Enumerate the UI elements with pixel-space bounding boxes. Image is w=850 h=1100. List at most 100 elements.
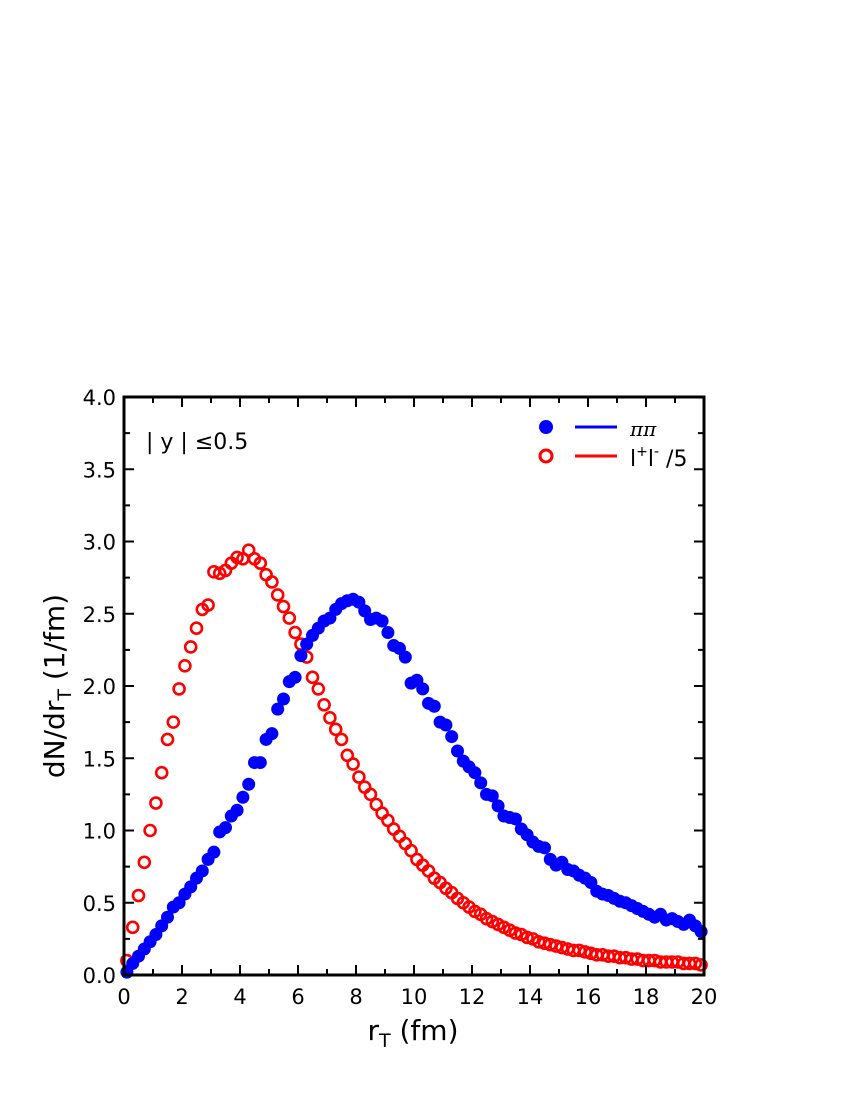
data-point-pipi xyxy=(271,702,285,716)
x-tick-label: 20 xyxy=(691,985,718,1009)
legend-entry-dilepton: l+l- /5 xyxy=(538,444,687,472)
data-point-dilepton xyxy=(201,598,215,612)
x-axis-title-subscript: T xyxy=(378,1030,391,1052)
x-tick-label: 8 xyxy=(349,985,362,1009)
data-point-dilepton xyxy=(282,611,297,625)
data-point-dilepton xyxy=(131,888,146,903)
data-point-pipi xyxy=(161,910,174,924)
y-tick-labels: 0.0 0.5 1.0 1.5 2.0 2.5 3.0 3.5 4.0 xyxy=(83,386,116,988)
data-point-pipi xyxy=(445,730,459,744)
x-tick-label: 16 xyxy=(575,985,602,1009)
data-point-pipi xyxy=(195,864,209,878)
data-point-dilepton xyxy=(143,823,157,838)
y-axis-title: dN/drT (1/fm) xyxy=(38,594,76,778)
data-point-dilepton xyxy=(178,658,192,673)
data-point-pipi xyxy=(253,756,267,770)
x-tick-label: 2 xyxy=(175,985,188,1009)
data-point-dilepton xyxy=(230,550,244,565)
data-point-dilepton xyxy=(328,722,343,737)
data-point-pipi xyxy=(242,777,256,791)
data-point-dilepton xyxy=(352,770,366,784)
y-tick-label: 3.0 xyxy=(83,531,116,555)
y-tick-label: 1.0 xyxy=(83,820,116,844)
data-point-pipi xyxy=(451,744,464,758)
data-point-dilepton xyxy=(189,621,204,636)
data-point-pipi xyxy=(694,925,708,939)
data-point-pipi xyxy=(398,650,412,664)
legend-label-dilepton: l+l- /5 xyxy=(630,444,687,472)
data-point-dilepton xyxy=(160,732,175,747)
data-point-pipi xyxy=(375,614,389,628)
data-point-dilepton xyxy=(334,732,349,747)
data-point-dilepton xyxy=(508,926,523,940)
data-point-dilepton xyxy=(270,588,285,602)
data-point-dilepton xyxy=(137,855,152,870)
data-point-dilepton xyxy=(288,625,302,640)
data-point-pipi xyxy=(288,670,302,684)
data-point-dilepton xyxy=(265,575,279,589)
legend-marker-open-circle xyxy=(538,448,554,464)
x-tick-label: 14 xyxy=(517,985,544,1009)
series-dilepton xyxy=(120,543,708,972)
x-tick-label: 4 xyxy=(233,985,246,1009)
data-point-pipi xyxy=(219,821,232,835)
data-point-dilepton xyxy=(520,930,534,945)
x-tick-label: 10 xyxy=(401,985,428,1009)
data-point-dilepton xyxy=(694,958,708,972)
x-axis-title: rT (fm) xyxy=(367,1014,458,1052)
data-point-pipi xyxy=(509,812,522,826)
y-tick-label: 1.5 xyxy=(83,747,116,771)
y-tick-label: 0.0 xyxy=(83,964,116,988)
x-tick-label: 0 xyxy=(117,985,130,1009)
data-point-pipi xyxy=(427,699,441,713)
data-point-pipi xyxy=(439,718,453,732)
data-point-pipi xyxy=(485,789,499,803)
data-point-dilepton xyxy=(688,956,703,971)
data-point-dilepton xyxy=(305,670,320,685)
data-point-pipi xyxy=(491,799,505,813)
data-point-pipi xyxy=(265,727,279,741)
data-marks xyxy=(120,543,708,979)
data-point-pipi xyxy=(294,649,308,663)
legend-label-pipi: ππ xyxy=(629,417,657,441)
data-point-dilepton xyxy=(253,556,268,570)
data-point-pipi xyxy=(468,766,482,780)
data-point-dilepton xyxy=(125,920,140,935)
y-tick-label: 0.5 xyxy=(83,892,116,916)
data-point-pipi xyxy=(277,692,290,706)
y-axis-title-subscript: T xyxy=(54,689,76,702)
data-point-dilepton xyxy=(166,715,181,729)
legend-marker-filled-circle xyxy=(539,420,553,434)
data-point-pipi xyxy=(207,845,221,859)
y-tick-label: 3.5 xyxy=(83,458,116,482)
data-point-dilepton xyxy=(323,710,337,725)
data-point-dilepton xyxy=(317,697,331,712)
data-point-pipi xyxy=(474,776,488,790)
plot-frame xyxy=(122,395,706,977)
x-tick-label: 18 xyxy=(633,985,660,1009)
y-tick-label: 2.5 xyxy=(83,603,116,627)
y-tick-label: 4.0 xyxy=(83,386,116,410)
data-point-dilepton xyxy=(149,796,163,810)
rapidity-annotation: | y | ≤0.5 xyxy=(146,430,248,455)
legend: ππ l+l- /5 xyxy=(538,417,687,472)
data-point-dilepton xyxy=(183,640,198,654)
data-point-pipi xyxy=(381,626,395,640)
data-point-dilepton xyxy=(311,682,326,696)
data-point-pipi xyxy=(416,682,430,696)
data-point-pipi xyxy=(538,841,551,855)
data-point-dilepton xyxy=(363,787,378,802)
data-point-pipi xyxy=(236,790,250,804)
data-point-dilepton xyxy=(276,599,291,614)
data-point-dilepton xyxy=(172,682,186,696)
y-tick-label: 2.0 xyxy=(83,675,116,699)
x-tick-label: 6 xyxy=(291,985,304,1009)
data-point-dilepton xyxy=(346,757,360,771)
data-point-pipi xyxy=(230,803,244,817)
data-point-dilepton xyxy=(154,765,169,780)
legend-entry-pipi: ππ xyxy=(539,417,657,441)
series-pipi xyxy=(120,592,708,979)
x-tick-label: 12 xyxy=(459,985,486,1009)
x-tick-labels: 0 2 4 6 8 10 12 14 16 18 20 xyxy=(117,985,717,1009)
